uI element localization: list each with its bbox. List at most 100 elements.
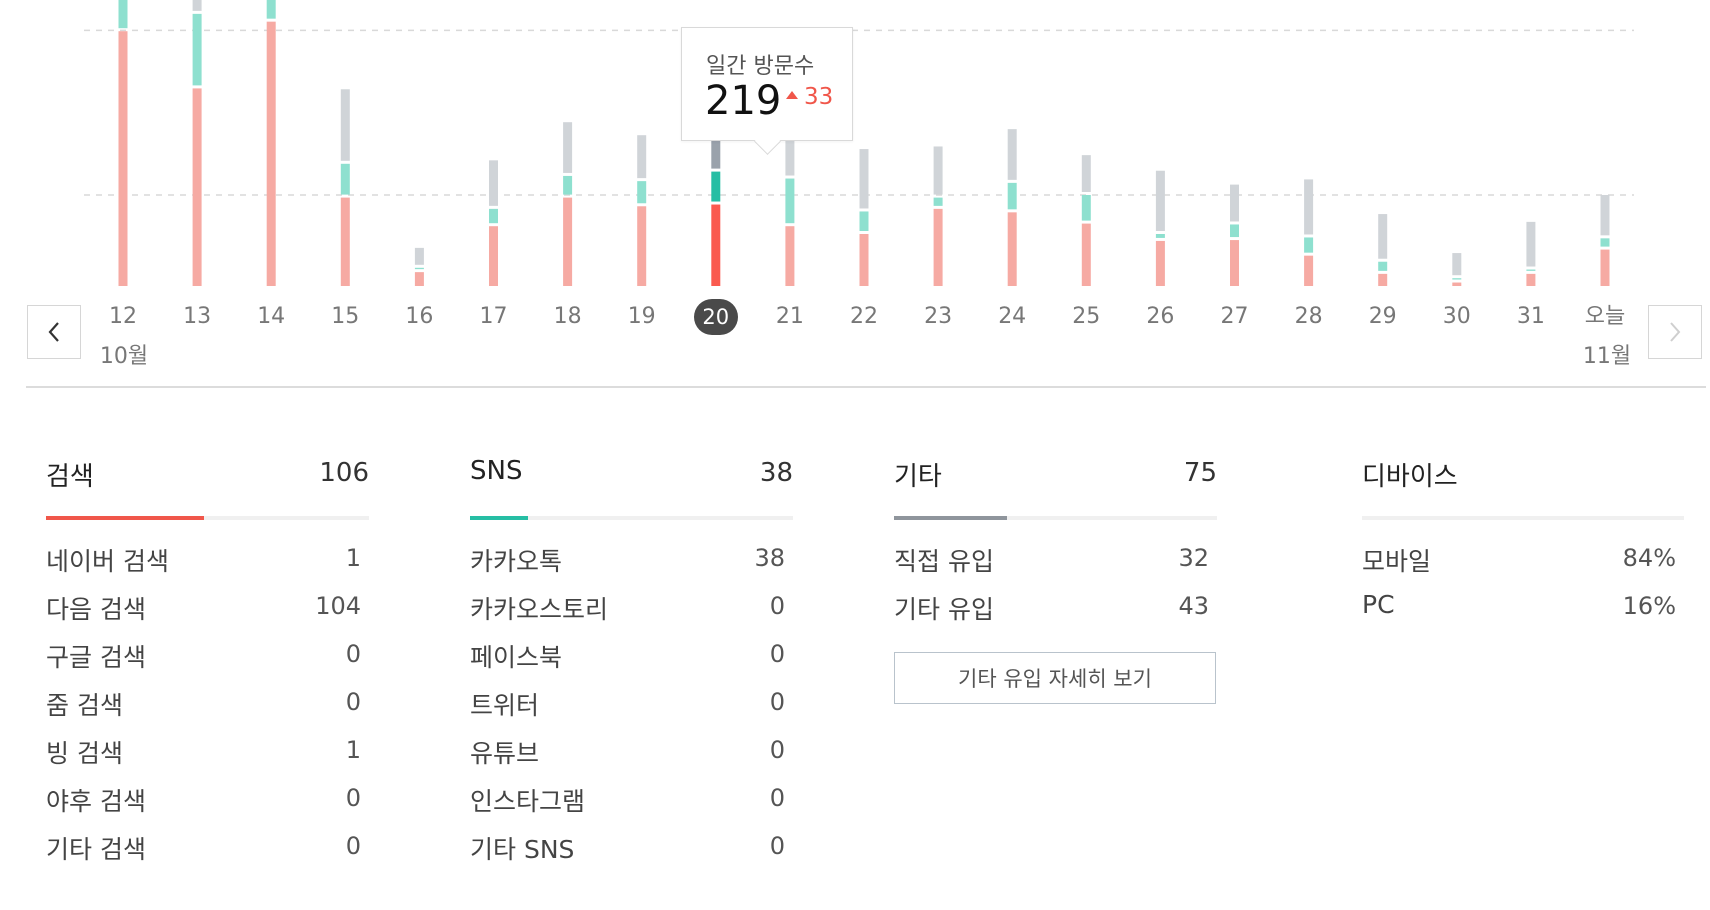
bar-segment-sns[interactable]: [1452, 278, 1462, 280]
bar-segment-search[interactable]: [785, 226, 795, 286]
bar-segment-sns[interactable]: [1081, 195, 1091, 221]
bar-segment-search[interactable]: [1526, 273, 1536, 286]
day-label[interactable]: 14: [257, 304, 286, 329]
bar-segment-etc[interactable]: [1600, 195, 1610, 236]
bar-segment-sns[interactable]: [1378, 261, 1388, 271]
day-label[interactable]: 28: [1294, 304, 1323, 329]
tooltip-change: 33: [786, 84, 833, 110]
bar-segment-search[interactable]: [859, 234, 869, 286]
bar-segment-search[interactable]: [637, 206, 647, 286]
bar-segment-etc[interactable]: [1304, 179, 1314, 235]
bar-segment-etc[interactable]: [192, 0, 202, 11]
bar-segment-sns[interactable]: [1304, 237, 1314, 253]
day-label[interactable]: 16: [405, 304, 434, 329]
search-row: 구글 검색 0: [46, 634, 369, 682]
bar-segment-sns[interactable]: [1600, 238, 1610, 247]
bar-segment-etc[interactable]: [785, 121, 795, 176]
day-label[interactable]: 27: [1220, 304, 1249, 329]
day-label[interactable]: 29: [1368, 304, 1397, 329]
bar-segment-etc[interactable]: [637, 135, 647, 179]
day-label[interactable]: 12: [109, 304, 137, 329]
day-label[interactable]: 21: [775, 304, 804, 329]
bar-segment-search[interactable]: [1304, 255, 1314, 286]
bar-segment-search[interactable]: [933, 208, 943, 286]
bar-segment-etc[interactable]: [340, 89, 350, 161]
sns-row-label: 인스타그램: [470, 787, 586, 816]
etc-panel-total: 75: [1183, 458, 1217, 488]
bar-segment-search[interactable]: [711, 204, 721, 286]
day-label[interactable]: 22: [850, 304, 878, 329]
bar-segment-sns[interactable]: [711, 171, 721, 202]
bar-segment-etc[interactable]: [563, 122, 573, 173]
bar-segment-sns[interactable]: [785, 178, 795, 224]
bar-segment-search[interactable]: [118, 31, 128, 287]
bar-segment-search[interactable]: [414, 272, 424, 286]
day-label[interactable]: 30: [1442, 304, 1471, 329]
day-label[interactable]: 25: [1072, 304, 1101, 329]
bar-segment-etc[interactable]: [1081, 155, 1091, 192]
selected-day-label[interactable]: 20: [693, 299, 738, 335]
day-label[interactable]: 오늘: [1584, 304, 1626, 329]
prev-week-button[interactable]: [27, 305, 81, 359]
bar-segment-etc[interactable]: [1526, 221, 1536, 267]
bar-segment-sns[interactable]: [1007, 182, 1017, 210]
day-label[interactable]: 23: [924, 304, 953, 329]
bar-segment-etc[interactable]: [1452, 253, 1462, 276]
visits-tooltip: 일간 방문수 219 33: [681, 27, 853, 155]
bar-segment-search[interactable]: [1230, 240, 1239, 286]
search-row-label: 다음 검색: [46, 595, 146, 624]
day-label[interactable]: 15: [331, 304, 360, 329]
bar-segment-etc[interactable]: [933, 146, 943, 195]
next-week-button[interactable]: [1648, 305, 1702, 359]
day-label[interactable]: 26: [1146, 304, 1175, 329]
day-label[interactable]: 18: [553, 304, 582, 329]
bar-segment-search[interactable]: [1452, 282, 1462, 286]
tooltip-label: 일간 방문수: [706, 54, 815, 79]
sns-row-value: 0: [769, 640, 785, 668]
etc-panel: 기타 75 직접 유입 32 기타 유입 43 기타 유입 자세히 보기: [894, 456, 1217, 704]
bar-segment-sns[interactable]: [118, 0, 128, 29]
bar-segment-sns[interactable]: [1526, 269, 1536, 271]
bar-segment-sns[interactable]: [1230, 224, 1239, 238]
tooltip-change-value: 33: [804, 84, 834, 110]
day-label[interactable]: 17: [479, 304, 508, 329]
sns-row: 카카오톡 38: [470, 538, 793, 586]
bar-segment-etc[interactable]: [414, 247, 424, 265]
bar-segment-sns[interactable]: [340, 163, 350, 195]
bar-segment-search[interactable]: [1600, 249, 1610, 286]
day-label[interactable]: 19: [627, 304, 656, 329]
bar-segment-search[interactable]: [192, 88, 202, 287]
bar-segment-sns[interactable]: [859, 211, 869, 231]
day-label[interactable]: 31: [1516, 304, 1545, 329]
bar-segment-search[interactable]: [1155, 240, 1165, 286]
bar-segment-sns[interactable]: [637, 181, 647, 204]
bar-segment-sns[interactable]: [933, 197, 943, 206]
bar-segment-etc[interactable]: [1230, 184, 1239, 222]
day-label[interactable]: 24: [998, 304, 1027, 329]
sns-ratio-bar: [470, 516, 793, 520]
bar-segment-search[interactable]: [1081, 223, 1091, 286]
bar-segment-search[interactable]: [340, 197, 350, 286]
search-panel: 검색 106 네이버 검색 1 다음 검색 104 구글 검색 0 줌 검색 0 빙 검색 1 야후…: [46, 456, 369, 874]
bar-segment-sns[interactable]: [1155, 234, 1165, 238]
bar-segment-sns[interactable]: [192, 13, 202, 86]
bar-segment-sns[interactable]: [266, 0, 276, 19]
bar-segment-etc[interactable]: [859, 149, 869, 209]
day-label[interactable]: 13: [183, 304, 212, 329]
sns-row-value: 0: [769, 736, 785, 764]
bar-segment-search[interactable]: [1378, 273, 1388, 286]
device-panel-title: 디바이스: [1362, 462, 1458, 492]
etc-detail-button[interactable]: 기타 유입 자세히 보기: [894, 652, 1216, 704]
bar-segment-sns[interactable]: [489, 208, 498, 224]
bar-segment-etc[interactable]: [489, 160, 498, 206]
sns-row: 페이스북 0: [470, 634, 793, 682]
bar-segment-search[interactable]: [1007, 212, 1017, 286]
bar-segment-search[interactable]: [489, 226, 498, 286]
bar-segment-etc[interactable]: [1155, 170, 1165, 231]
bar-segment-etc[interactable]: [1007, 129, 1017, 180]
bar-segment-etc[interactable]: [1378, 214, 1388, 259]
bar-segment-search[interactable]: [266, 21, 276, 287]
bar-segment-sns[interactable]: [414, 267, 424, 270]
bar-segment-sns[interactable]: [563, 175, 573, 195]
bar-segment-search[interactable]: [563, 197, 573, 286]
